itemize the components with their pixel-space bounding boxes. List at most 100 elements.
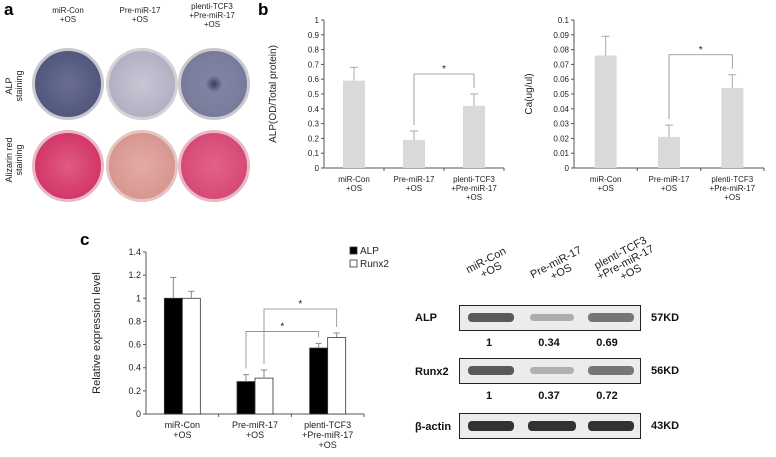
chart-b-alp-category-label-1-line-1: +OS: [406, 184, 422, 193]
chart-b-calcium-ytick-label-9: 0.09: [553, 31, 569, 40]
wb-band-beta-actin-2: [528, 421, 576, 431]
chart-b-alp-ytick-label-2: 0.2: [308, 134, 320, 143]
chart-c-expression-legend-label-Runx2: Runx2: [360, 259, 389, 270]
chart-b-alp-ytick-label-9: 0.9: [308, 31, 320, 40]
chart-b-alp: 0 0.1 0.2 0.3 0.4 0.5 0.6 0.7 0.8 0.9 1 ALP(OD/Tota…: [268, 16, 505, 202]
chart-b-calcium-category-label-1-line-1: +OS: [661, 184, 677, 193]
chart-b-calcium-ytick-label-7: 0.07: [553, 60, 569, 69]
chart-b-alp-ytick-label-4: 0.4: [308, 105, 320, 114]
chart-b-calcium: 0 0.01 0.02 0.03 0.04 0.05 0.06 0.07 0.08 0.09 0.1…: [524, 16, 765, 202]
chart-c-expression-ytick-label-1: 0.2: [128, 386, 141, 396]
chart-c-expression-significance-label-0: *: [280, 321, 284, 332]
wb-band-alp-1: [468, 313, 514, 322]
column-label-plenti-tcf3: plenti-TCF3 +Pre-miR-17 +OS: [189, 2, 235, 29]
chart-b-calcium-category-label-2-line-2: +OS: [724, 193, 740, 202]
chart-b-alp-bar-1: [403, 139, 425, 168]
chart-b-alp-category-label-0-line-1: +OS: [346, 184, 362, 193]
wb-band-beta-actin-3: [588, 421, 634, 431]
wb-quant-alp-1: 1: [485, 337, 493, 349]
wb-column-label-plenti-tcf3: plenti-TCF3 +Pre-miR-17 +OS: [592, 234, 657, 284]
chart-c-expression-legend-swatch-Runx2: [349, 259, 358, 268]
wb-row-label-alp: ALP: [415, 312, 437, 324]
chart-b-calcium-bar-0: [594, 55, 617, 168]
chart-b-alp-category-label-1-line-0: Pre-miR-17: [394, 175, 435, 184]
chart-b-calcium-ytick-label-6: 0.06: [553, 75, 569, 84]
chart-b-alp-bar-2: [463, 105, 485, 168]
wb-size-beta-actin: 43KD: [651, 420, 680, 432]
chart-b-calcium-category-label-1-line-0: Pre-miR-17: [649, 175, 690, 184]
chart-b-calcium-ytick-label-1: 0.01: [553, 149, 569, 158]
chart-c-expression-category-label-2-line-1: +Pre-miR-17: [302, 430, 353, 440]
chart-b-calcium-bar-1: [658, 136, 680, 168]
chart-b-calcium-ytick-label-8: 0.08: [553, 46, 569, 55]
chart-b-calcium-category-label-2-line-0: plenti-TCF3: [711, 175, 753, 184]
wb-band-beta-actin-1: [468, 421, 514, 431]
chart-c-expression-ytick-label-3: 0.6: [128, 340, 141, 350]
well-alp-plenti-tcf3: [178, 48, 250, 120]
panel-letter-b: b: [258, 0, 269, 19]
chart-b-calcium-ytick-label-10: 0.1: [558, 16, 570, 25]
wb-band-alp-3: [588, 313, 634, 322]
chart-c-expression-category-label-1-line-1: +OS: [246, 430, 264, 440]
chart-c-expression-significance-bracket-1: [263, 308, 338, 365]
wb-quant-alp-3: 0.69: [596, 337, 618, 349]
chart-b-alp-significance-bracket-0: [413, 73, 475, 125]
chart-c-expression-category-label-2-line-0: plenti-TCF3: [304, 420, 351, 430]
wb-band-runx2-1: [468, 366, 514, 375]
chart-c-expression-ytick-label-4: 0.8: [128, 316, 141, 326]
wb-column-label-mir-con: miR-Con +OS: [464, 245, 509, 281]
wb-band-runx2-3: [588, 366, 634, 375]
panel-a-staining: miR-Con +OS Pre-miR-17 +OS plenti-TCF3 +…: [0, 0, 250, 230]
chart-c-expression-category-label-0-line-0: miR-Con: [165, 420, 201, 430]
chart-c-expression-legend-label-ALP: ALP: [360, 246, 379, 257]
chart-b-alp-ylabel: ALP(OD/Total protein): [268, 45, 279, 143]
western-blot: miR-Con +OS Pre-miR-17 +OS plenti-TCF3 +…: [415, 235, 776, 457]
wb-quant-runx2-3: 0.72: [596, 390, 618, 402]
chart-c-expression-legend-swatch-ALP: [349, 246, 358, 255]
chart-b-alp-category-label-2-line-1: +Pre-miR-17: [451, 184, 497, 193]
well-red-mir-con: [32, 130, 104, 202]
chart-b-alp-ytick-label-3: 0.3: [308, 120, 320, 129]
chart-b-alp-ytick-label-6: 0.6: [308, 75, 320, 84]
chart-b-calcium-category-label-0-line-0: miR-Con: [590, 175, 622, 184]
chart-c-expression-ytick-label-6: 1.2: [128, 270, 141, 280]
wb-band-runx2-2: [530, 367, 574, 374]
chart-b-alp-category-label-2-line-2: +OS: [466, 193, 482, 202]
chart-c-expression-ytick-label-7: 1.4: [128, 247, 141, 257]
chart-b-alp-significance-label-0: *: [442, 64, 446, 75]
chart-b-calcium-category-label-0-line-1: +OS: [598, 184, 614, 193]
chart-c-expression-category-label-1-line-0: Pre-miR-17: [232, 420, 278, 430]
panel-letter-a: a: [4, 0, 14, 19]
wb-band-alp-2: [530, 314, 574, 321]
well-alp-mir-con: [32, 48, 104, 120]
wb-blot-beta-actin: [459, 413, 641, 439]
well-alp-pre-mir-17: [106, 48, 178, 120]
chart-b-calcium-ytick-label-4: 0.04: [553, 105, 569, 114]
chart-b-calcium-ytick-label-2: 0.02: [553, 134, 569, 143]
wb-size-alp: 57KD: [651, 312, 680, 324]
chart-c-expression-bar-ALP-1: [236, 381, 256, 415]
chart-b-alp-ytick-label-0: 0: [315, 164, 320, 173]
well-red-plenti-tcf3: [178, 130, 250, 202]
chart-c-expression-ytick-label-5: 1: [136, 293, 141, 303]
chart-b-calcium-significance-bracket-0: [668, 54, 733, 120]
wb-row-label-runx2: Runx2: [415, 366, 449, 378]
wb-quant-alp-2: 0.34: [538, 337, 560, 349]
panel-letter-c: c: [80, 230, 90, 249]
chart-c-expression-significance-label-1: *: [298, 299, 302, 310]
chart-c-expression-category-label-0-line-1: +OS: [173, 430, 191, 440]
wb-blot-alp: [459, 305, 641, 331]
well-red-pre-mir-17: [106, 130, 178, 202]
chart-b-calcium-ytick-label-0: 0: [565, 164, 570, 173]
column-label-pre-mir-17: Pre-miR-17 +OS: [119, 6, 161, 24]
wb-blot-runx2: [459, 358, 641, 384]
chart-c-expression-bar-Runx2-0: [181, 297, 201, 415]
chart-c-expression-bar-ALP-0: [163, 297, 183, 415]
chart-b-alp-bar-0: [343, 80, 365, 168]
chart-b-calcium-significance-label-0: *: [699, 45, 703, 56]
chart-b-calcium-bar-2: [721, 88, 744, 168]
chart-c-expression-significance-bracket-0: [245, 331, 320, 369]
wb-row-label-beta-actin: β-actin: [415, 421, 452, 433]
chart-b-calcium-ylabel: Ca(ug/ul): [524, 73, 535, 114]
chart-c-expression-bar-Runx2-1: [254, 377, 274, 415]
